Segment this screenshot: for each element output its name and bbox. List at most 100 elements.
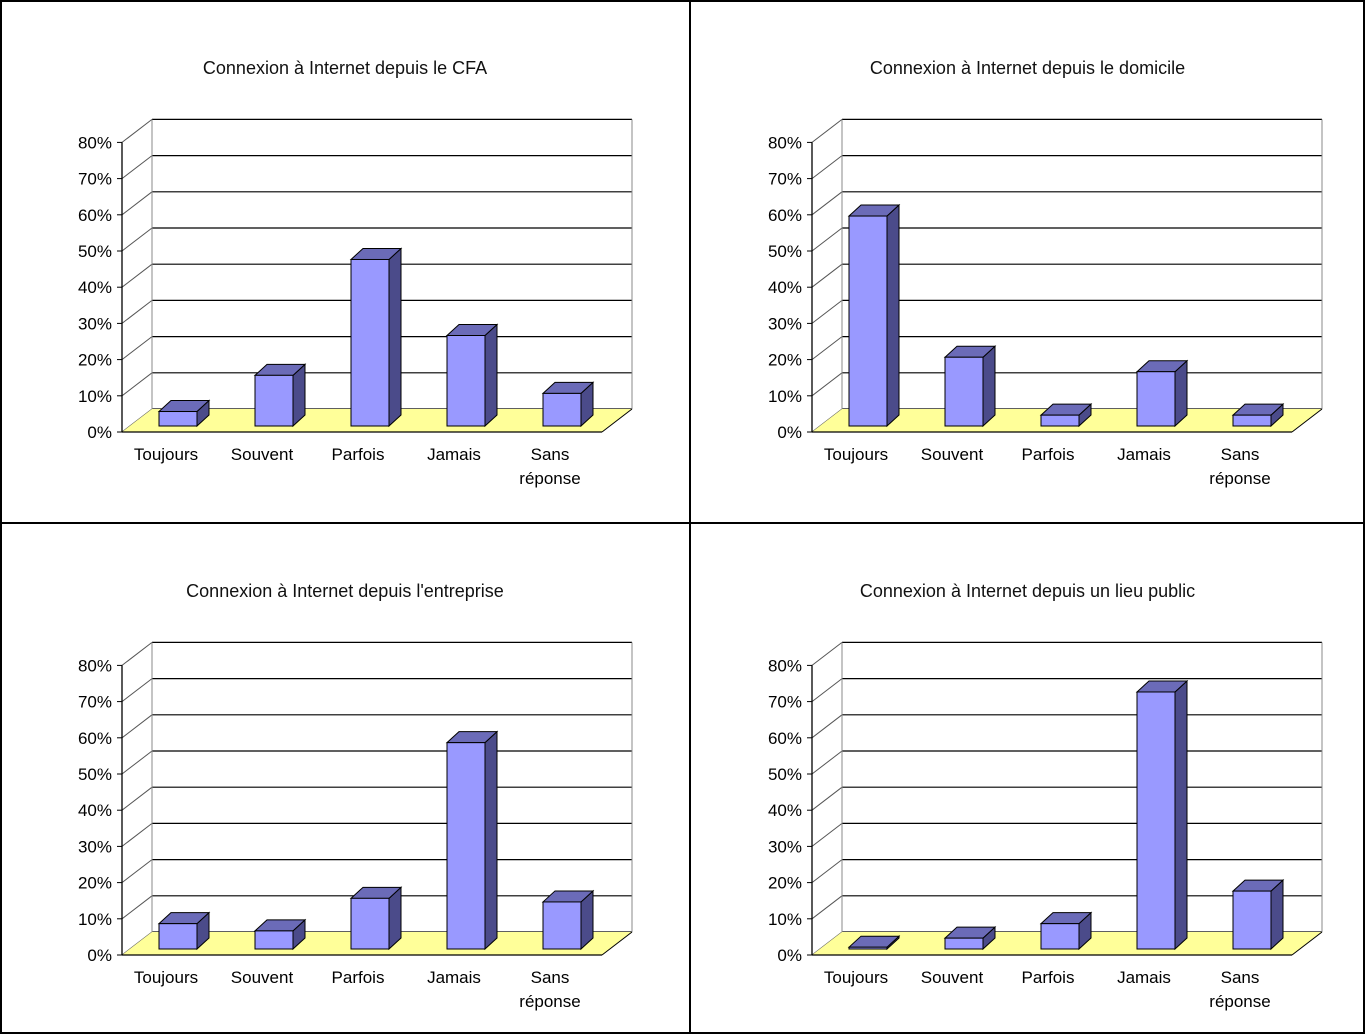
y-tick-label: 10% <box>768 910 802 929</box>
bar-chart: 0% 10% 20% 30% 40% 50% 60% 70% 80% Toujours Souven… <box>768 641 1323 1011</box>
y-tick-label: 50% <box>78 765 112 784</box>
y-tick-label: 80% <box>78 133 112 152</box>
bar <box>254 374 294 427</box>
y-tick-label: 30% <box>768 837 802 856</box>
side-wall-line <box>121 714 153 739</box>
side-wall-line <box>811 336 843 360</box>
floor-right-edge <box>601 931 633 956</box>
bar-side <box>1270 878 1284 951</box>
chart-panel-2: Connexion à Internet depuis le domicile 0… <box>690 0 1365 523</box>
x-tick-label: Souvent <box>921 445 984 464</box>
y-tick-label: 50% <box>768 242 802 261</box>
y-tick-label: 20% <box>78 351 112 370</box>
y-tick-label: 0% <box>87 423 112 442</box>
y-tick-label: 0% <box>87 946 112 965</box>
side-wall-line <box>121 859 153 883</box>
side-wall-line <box>121 750 153 775</box>
y-tick-label: 60% <box>78 729 112 748</box>
y-tick-label: 70% <box>78 170 112 189</box>
y-tick-label: 0% <box>777 946 802 965</box>
x-tick-label: Sans <box>531 968 570 987</box>
y-tick-label: 10% <box>78 910 112 929</box>
side-wall-line <box>121 895 153 920</box>
side-wall-line <box>811 227 843 252</box>
side-wall-line <box>811 372 843 397</box>
y-tick-label: 70% <box>768 170 802 189</box>
bar <box>446 742 486 950</box>
x-tick-label: réponse <box>1209 469 1270 488</box>
side-wall-line <box>811 191 843 216</box>
side-wall-line <box>811 786 843 811</box>
side-wall-line <box>121 119 153 143</box>
y-tick-label: 20% <box>768 874 802 893</box>
x-tick-label: Parfois <box>1022 968 1075 987</box>
y-tick-label: 10% <box>78 387 112 406</box>
y-tick-label: 10% <box>768 387 802 406</box>
y-tick-label: 30% <box>78 837 112 856</box>
y-tick-label: 60% <box>768 206 802 225</box>
side-wall-line <box>811 823 843 847</box>
side-wall-line <box>121 823 153 847</box>
side-wall-line <box>121 227 153 252</box>
side-wall-line <box>811 155 843 179</box>
x-tick-label: Souvent <box>231 445 294 464</box>
side-wall-line <box>121 336 153 360</box>
side-wall-line <box>121 263 153 288</box>
x-tick-label: Toujours <box>824 968 888 987</box>
bar-chart: 0% 10% 20% 30% 40% 50% 60% 70% 80% Toujours Souven… <box>768 118 1323 488</box>
bar-side <box>886 203 900 428</box>
bar <box>542 392 582 427</box>
y-tick-label: 50% <box>768 765 802 784</box>
y-tick-label: 80% <box>768 656 802 675</box>
y-tick-label: 20% <box>78 874 112 893</box>
bar-side <box>388 247 402 428</box>
chart-panel-1: Connexion à Internet depuis le CFA 0% 10% 2… <box>0 0 690 523</box>
bar <box>446 335 486 427</box>
chart-title: Connexion à Internet depuis un lieu publ… <box>859 581 1196 601</box>
side-wall-line <box>121 642 153 666</box>
y-tick-label: 70% <box>768 693 802 712</box>
x-tick-label: Sans <box>1221 968 1260 987</box>
bar-chart: 0% 10% 20% 30% 40% 50% 60% 70% 80% Toujours Souven… <box>78 641 633 1011</box>
floor-right-edge <box>601 408 633 433</box>
bar-side <box>982 345 996 428</box>
bar <box>848 215 888 427</box>
y-tick-label: 50% <box>78 242 112 261</box>
x-tick-label: Jamais <box>427 968 481 987</box>
floor-right-edge <box>1291 931 1323 956</box>
side-wall-line <box>121 300 153 324</box>
bar <box>1232 890 1272 950</box>
bar <box>1040 414 1080 427</box>
bar <box>1232 414 1272 427</box>
bar-side <box>484 323 498 428</box>
bar <box>944 356 984 427</box>
bar <box>1136 691 1176 950</box>
x-tick-label: Toujours <box>824 445 888 464</box>
side-wall-line <box>121 786 153 811</box>
x-tick-label: Sans <box>1221 445 1260 464</box>
x-tick-label: Jamais <box>427 445 481 464</box>
bar <box>158 411 198 427</box>
bar <box>944 937 984 950</box>
x-tick-label: réponse <box>1209 992 1270 1011</box>
bar-chart: 0% 10% 20% 30% 40% 50% 60% 70% 80% Toujours Souven… <box>78 118 633 488</box>
bar-side <box>484 730 498 951</box>
y-tick-label: 60% <box>78 206 112 225</box>
chart-panel-3: Connexion à Internet depuis l'entreprise… <box>0 523 690 1034</box>
side-wall-line <box>811 642 843 666</box>
y-tick-label: 40% <box>78 801 112 820</box>
y-tick-label: 40% <box>768 801 802 820</box>
y-tick-label: 30% <box>78 314 112 333</box>
chart-panel-4: Connexion à Internet depuis un lieu publ… <box>690 523 1365 1034</box>
x-tick-label: réponse <box>519 469 580 488</box>
x-tick-label: Parfois <box>1022 445 1075 464</box>
side-wall-line <box>811 750 843 775</box>
x-tick-label: Souvent <box>921 968 984 987</box>
chart-title: Connexion à Internet depuis l'entreprise <box>186 581 504 601</box>
y-tick-label: 80% <box>78 656 112 675</box>
bar <box>1136 371 1176 427</box>
y-tick-label: 40% <box>768 278 802 297</box>
bar <box>542 901 582 950</box>
side-wall-line <box>811 859 843 883</box>
